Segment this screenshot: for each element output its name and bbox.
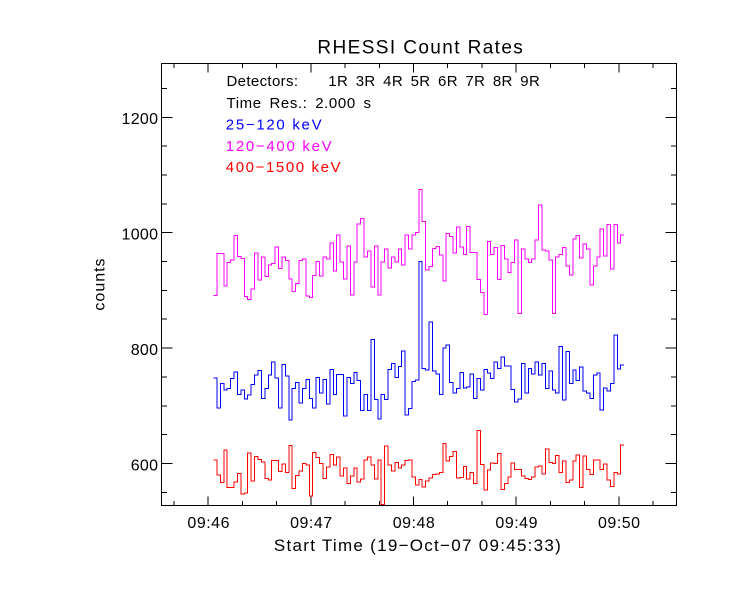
svg-text:09:46: 09:46 [187, 515, 230, 532]
svg-text:120−400 keV: 120−400 keV [226, 138, 334, 155]
svg-text:25−120 keV: 25−120 keV [226, 117, 323, 134]
svg-text:Detectors:: Detectors: [227, 73, 299, 90]
svg-text:600: 600 [131, 457, 159, 474]
svg-text:09:50: 09:50 [598, 515, 641, 532]
svg-text:Time Res.: 2.000 s: Time Res.: 2.000 s [227, 95, 372, 112]
svg-text:counts: counts [92, 257, 109, 310]
svg-text:1R 3R 4R 5R 6R 7R 8R 9R: 1R 3R 4R 5R 6R 7R 8R 9R [328, 73, 540, 90]
svg-text:800: 800 [131, 342, 159, 359]
svg-text:1200: 1200 [122, 111, 159, 128]
svg-text:400−1500 keV: 400−1500 keV [226, 159, 342, 176]
svg-text:09:49: 09:49 [495, 515, 538, 532]
svg-text:Start Time (19−Oct−07 09:45:33: Start Time (19−Oct−07 09:45:33) [274, 536, 562, 555]
svg-text:09:48: 09:48 [393, 515, 436, 532]
svg-text:RHESSI Count Rates: RHESSI Count Rates [317, 38, 524, 59]
svg-text:09:47: 09:47 [290, 515, 333, 532]
svg-text:1000: 1000 [122, 227, 159, 244]
